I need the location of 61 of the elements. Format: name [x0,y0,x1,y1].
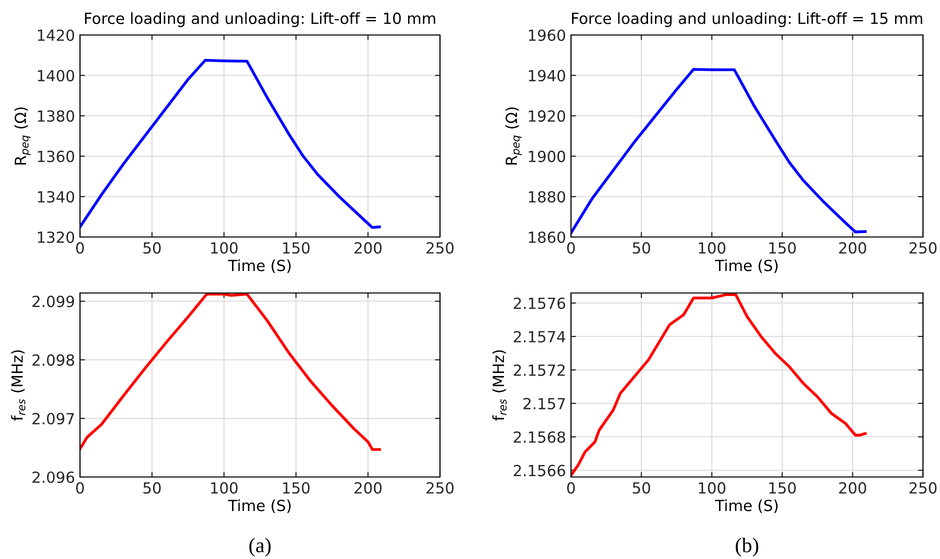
y-tick-label: 1400 [38,70,74,82]
y-tick-label: 1960 [528,29,566,42]
x-tick-label: 200 [354,242,382,254]
x-axis-title: Time (S) [715,259,778,274]
y-tick-label: 1860 [528,231,566,244]
x-tick-label: 50 [632,242,650,254]
x-tick-label: 100 [211,482,238,494]
x-tick-label: 0 [76,482,84,494]
x-tick-label: 250 [426,482,454,494]
x-tick-label: 50 [143,242,161,254]
y-axis-title: f$_{res}$ (MHz) [11,350,26,421]
x-tick-label: 200 [354,482,382,494]
x-tick-label: 250 [910,242,937,254]
y-tick-label: 2.098 [32,354,74,366]
x-tick-label: 150 [769,242,796,254]
y-tick-label: 1900 [528,150,566,162]
y-tick-label: 2.099 [32,296,74,308]
y-axis-title: R$_{peq}$ (Ω) [14,107,31,164]
y-tick-label: 1320 [38,231,74,244]
x-tick-label: 150 [283,482,310,494]
text: (a) [249,538,271,557]
x-tick-label: 50 [632,482,650,494]
x-tick-label: 150 [283,242,310,254]
y-tick-label: 2.157 [524,398,565,410]
y-axis-title: R$_{peq}$ (Ω) [505,107,522,164]
line-series [80,58,381,229]
chart-title: Force loading and unloading: Lift-off = 15 mm [572,12,922,28]
x-tick-label: 0 [76,242,84,254]
y-tick-label: 2.1576 [514,298,566,310]
x-tick-label: 100 [698,242,726,254]
y-tick-label: 2.1568 [514,431,566,443]
x-axis-title: Time (S) [228,499,291,514]
x-axis-title: Time (S) [715,499,778,514]
y-axis-title: f$_{res}$ (MHz) [492,350,507,421]
y-tick-label: 1920 [528,110,566,122]
x-tick-label: 0 [567,242,575,254]
y-tick-label: 1880 [528,191,566,203]
y-tick-label: 2.1566 [514,464,566,476]
y-tick-label: 1380 [38,110,74,122]
line-series [571,68,867,234]
y-tick-label: 1940 [528,70,566,82]
chart-title: Force loading and unloading: Lift-off = 10 mm [85,12,436,28]
y-tick-label: 1420 [38,29,74,42]
x-tick-label: 150 [769,482,796,494]
x-tick-label: 250 [426,242,454,254]
x-tick-label: 100 [211,242,238,254]
line-series [80,293,381,451]
x-tick-label: 250 [910,482,937,494]
y-tick-label: 1360 [38,150,74,162]
y-tick-label: 2.1574 [514,330,566,343]
x-tick-label: 50 [143,482,161,494]
x-axis-title: Time (S) [228,259,291,274]
x-tick-label: 200 [839,482,866,494]
y-tick-label: 1340 [38,191,74,203]
text: (b) [736,538,758,557]
y-tick-label: 2.096 [32,471,74,484]
x-tick-label: 0 [567,482,575,494]
y-tick-label: 2.1572 [514,364,565,376]
x-tick-label: 100 [698,482,726,494]
x-tick-label: 200 [839,242,866,254]
y-tick-label: 2.097 [32,412,74,424]
